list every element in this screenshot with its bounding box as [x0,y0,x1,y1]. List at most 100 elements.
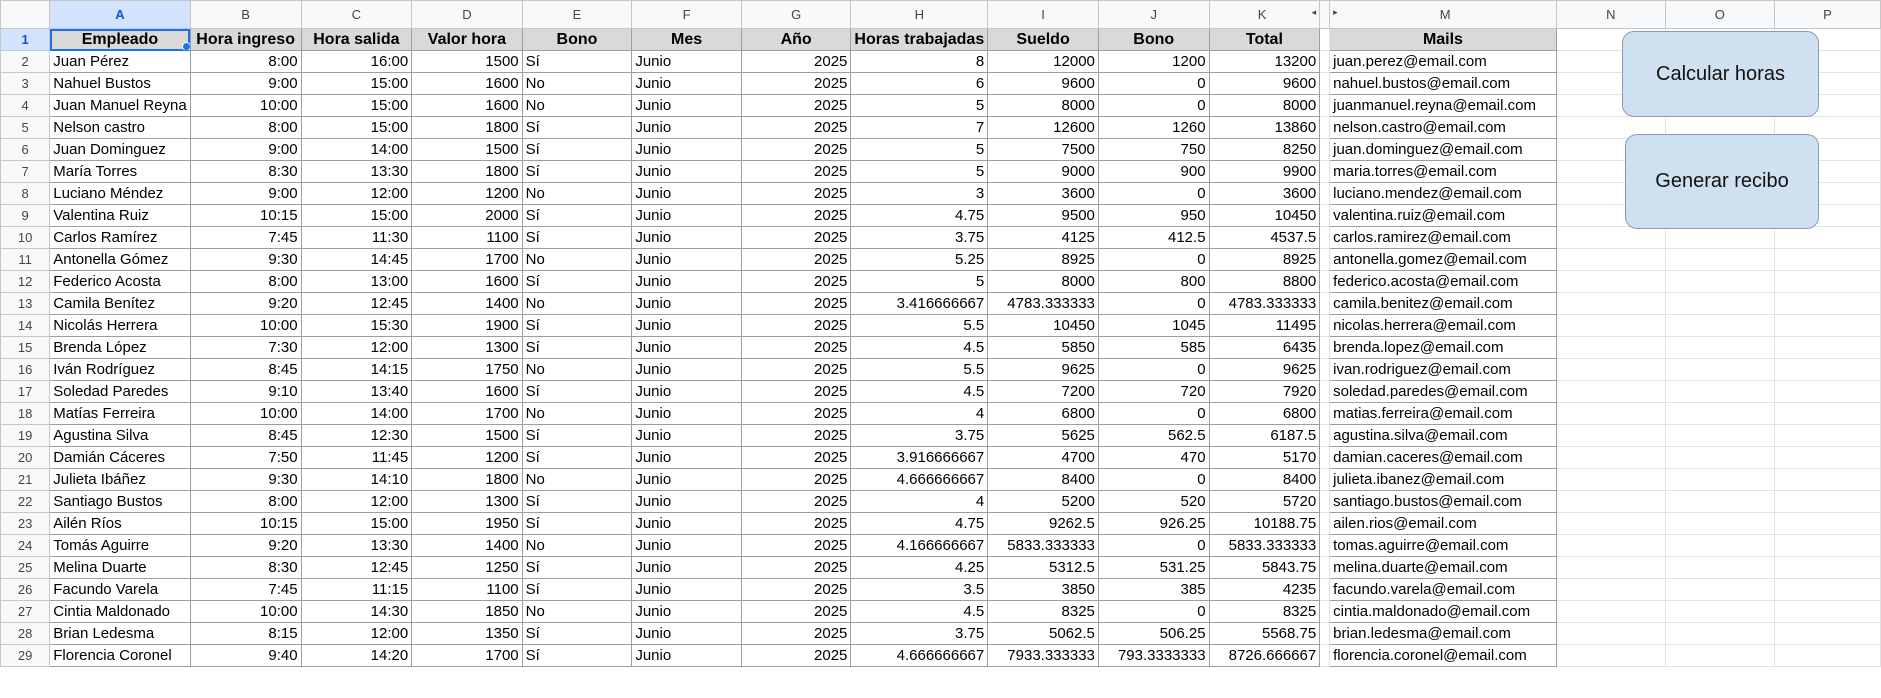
data-cell[interactable]: 0 [1097,292,1210,315]
data-cell[interactable]: 1200 [1097,50,1210,73]
row-number[interactable]: 2 [0,50,51,73]
data-cell[interactable]: 11495 [1208,314,1321,337]
data-cell[interactable]: 1700 [411,402,523,425]
data-cell[interactable]: 10:00 [189,600,302,623]
empty-cell[interactable] [1555,380,1666,403]
data-cell[interactable]: 1260 [1097,116,1210,139]
data-cell[interactable]: 4 [850,402,989,425]
empty-cell[interactable] [1555,556,1666,579]
data-cell[interactable]: 15:00 [300,72,413,95]
data-cell[interactable]: 15:00 [300,116,413,139]
data-cell[interactable]: Junio [631,314,742,337]
column-header-c[interactable]: C [300,0,413,29]
column-header-f[interactable]: F [631,0,742,29]
data-cell[interactable]: Santiago Bustos [49,490,191,513]
email-cell[interactable]: santiago.bustos@email.com [1329,490,1557,513]
column-header-n[interactable]: N [1555,0,1666,29]
data-cell[interactable]: 2025 [740,336,852,359]
empty-cell[interactable] [1664,336,1775,359]
data-cell[interactable]: 1250 [411,556,523,579]
data-cell[interactable]: 8:00 [189,270,302,293]
empty-cell[interactable] [1664,380,1775,403]
column-header-p[interactable]: P [1773,0,1881,29]
empty-cell[interactable] [1773,358,1881,381]
data-cell[interactable]: 0 [1097,358,1210,381]
data-cell[interactable]: Cintia Maldonado [49,600,191,623]
data-cell[interactable]: 8:15 [189,622,302,645]
header-cell[interactable]: Bono [1097,28,1210,51]
data-cell[interactable]: 0 [1097,534,1210,557]
data-cell[interactable]: Junio [631,248,742,271]
data-cell[interactable]: 14:00 [300,402,413,425]
data-cell[interactable]: 11:30 [300,226,413,249]
data-cell[interactable]: 10:15 [189,204,302,227]
data-cell[interactable]: 8400 [1208,468,1321,491]
data-cell[interactable]: No [521,72,633,95]
data-cell[interactable]: Tomás Aguirre [49,534,191,557]
row-number[interactable]: 24 [0,534,51,557]
row-number[interactable]: 13 [0,292,51,315]
data-cell[interactable]: 4235 [1208,578,1321,601]
data-cell[interactable]: Sí [521,578,633,601]
empty-cell[interactable] [1773,512,1881,535]
row-number[interactable]: 5 [0,116,51,139]
data-cell[interactable]: 14:10 [300,468,413,491]
email-cell[interactable]: florencia.coronel@email.com [1329,644,1557,667]
data-cell[interactable]: No [521,468,633,491]
data-cell[interactable]: 9:20 [189,534,302,557]
data-cell[interactable]: 1900 [411,314,523,337]
data-cell[interactable]: 0 [1097,94,1210,117]
data-cell[interactable]: 4.75 [850,512,989,535]
data-cell[interactable]: 13:30 [300,160,413,183]
data-cell[interactable]: 14:20 [300,644,413,667]
data-cell[interactable]: 1400 [411,534,523,557]
data-cell[interactable]: 1600 [411,72,523,95]
empty-cell[interactable] [1555,490,1666,513]
data-cell[interactable]: 2025 [740,204,852,227]
data-cell[interactable]: Junio [631,556,742,579]
data-cell[interactable]: 2025 [740,314,852,337]
data-cell[interactable]: 9000 [987,160,1099,183]
empty-cell[interactable] [1664,358,1775,381]
data-cell[interactable]: 9:00 [189,182,302,205]
data-cell[interactable]: 5.5 [850,358,989,381]
data-cell[interactable]: Carlos Ramírez [49,226,191,249]
data-cell[interactable]: 12:30 [300,424,413,447]
data-cell[interactable]: Nahuel Bustos [49,72,191,95]
email-cell[interactable]: julieta.ibanez@email.com [1329,468,1557,491]
data-cell[interactable]: 12:45 [300,292,413,315]
data-cell[interactable]: Iván Rodríguez [49,358,191,381]
row-number[interactable]: 8 [0,182,51,205]
data-cell[interactable]: 3.416666667 [850,292,989,315]
data-cell[interactable]: 8:00 [189,490,302,513]
data-cell[interactable]: 4537.5 [1208,226,1321,249]
data-cell[interactable]: Sí [521,446,633,469]
data-cell[interactable]: 7920 [1208,380,1321,403]
data-cell[interactable]: Junio [631,182,742,205]
email-cell[interactable]: maria.torres@email.com [1329,160,1557,183]
data-cell[interactable]: 2025 [740,468,852,491]
data-cell[interactable]: Junio [631,270,742,293]
data-cell[interactable]: No [521,292,633,315]
data-cell[interactable]: Florencia Coronel [49,644,191,667]
data-cell[interactable]: Junio [631,94,742,117]
data-cell[interactable]: 8325 [987,600,1099,623]
data-cell[interactable]: Junio [631,534,742,557]
data-cell[interactable]: 950 [1097,204,1210,227]
empty-cell[interactable] [1773,380,1881,403]
column-header-j[interactable]: J [1097,0,1210,29]
data-cell[interactable]: 4.166666667 [850,534,989,557]
data-cell[interactable]: Sí [521,644,633,667]
data-cell[interactable]: 800 [1097,270,1210,293]
data-cell[interactable]: 1600 [411,270,523,293]
data-cell[interactable]: Julieta Ibáñez [49,468,191,491]
email-cell[interactable]: facundo.varela@email.com [1329,578,1557,601]
empty-cell[interactable] [1664,402,1775,425]
row-number[interactable]: 3 [0,72,51,95]
empty-cell[interactable] [1664,622,1775,645]
data-cell[interactable]: 385 [1097,578,1210,601]
email-cell[interactable]: agustina.silva@email.com [1329,424,1557,447]
data-cell[interactable]: 0 [1097,248,1210,271]
empty-cell[interactable] [1773,424,1881,447]
data-cell[interactable]: 6 [850,72,989,95]
